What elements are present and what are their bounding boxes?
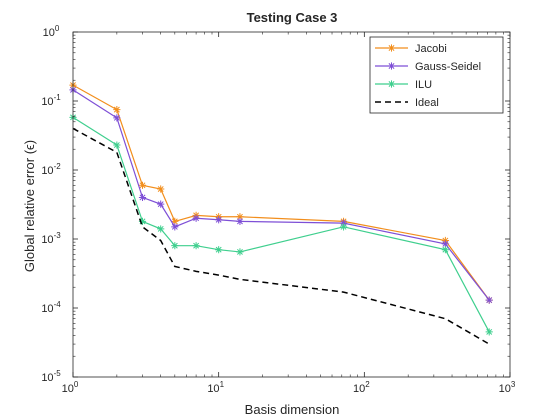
legend-label: ILU	[415, 79, 432, 91]
data-point-ilu	[157, 225, 165, 233]
series-layer	[69, 81, 493, 345]
x-axis-label: Basis dimension	[245, 402, 340, 417]
data-point-gauss-seidel	[192, 214, 200, 222]
data-point-ilu	[215, 246, 223, 254]
axes-box	[72, 31, 511, 378]
legend-marker	[387, 62, 396, 70]
data-point-gauss-seidel	[138, 193, 147, 202]
y-tick-label: 10-3	[41, 231, 61, 246]
data-point-ilu	[441, 246, 449, 254]
data-point-jacobi	[113, 106, 121, 114]
y-tick-label: 100	[43, 24, 60, 39]
series-line-ideal	[72, 127, 490, 345]
data-point-ilu	[236, 248, 244, 256]
data-point-gauss-seidel	[171, 223, 179, 231]
legend-marker	[387, 80, 396, 88]
x-tick-label: 101	[207, 380, 224, 395]
legend-label: Ideal	[415, 97, 439, 109]
data-point-ilu	[192, 242, 200, 250]
x-tick-label: 100	[62, 380, 79, 395]
y-tick-label: 10-4	[41, 300, 61, 315]
data-point-gauss-seidel	[339, 219, 348, 227]
x-tick-label: 103	[499, 380, 516, 395]
data-point-jacobi	[138, 181, 147, 189]
data-point-ilu	[171, 242, 179, 250]
data-point-ilu	[339, 223, 348, 231]
series-gauss-seidel	[69, 86, 493, 304]
data-point-gauss-seidel	[215, 216, 223, 224]
chart-title: Testing Case 3	[247, 10, 338, 25]
series-ilu	[69, 113, 493, 336]
y-tick-label: 10-1	[41, 93, 61, 108]
data-point-ilu	[485, 328, 493, 336]
data-point-jacobi	[171, 217, 179, 225]
data-point-gauss-seidel	[441, 240, 449, 248]
legend-label: Jacobi	[415, 43, 447, 55]
data-point-gauss-seidel	[485, 296, 493, 304]
y-tick-label: 10-5	[41, 369, 61, 384]
y-tick-label: 10-2	[41, 162, 61, 177]
x-tick-label: 102	[353, 380, 370, 395]
series-ideal	[72, 127, 490, 345]
legend-box	[369, 36, 504, 114]
legend: Jacobi Gauss-Seidel ILU Ideal	[369, 36, 504, 114]
legend-label: Gauss-Seidel	[415, 61, 481, 73]
data-point-ilu	[138, 217, 147, 225]
y-axis-label: Global relative error (ϵ)	[22, 140, 37, 272]
data-point-gauss-seidel	[113, 114, 121, 122]
data-point-jacobi	[157, 185, 165, 193]
data-point-ilu	[113, 141, 121, 149]
data-point-jacobi	[236, 213, 244, 221]
data-point-gauss-seidel	[236, 217, 244, 225]
legend-marker	[387, 44, 396, 52]
data-point-gauss-seidel	[157, 200, 165, 208]
